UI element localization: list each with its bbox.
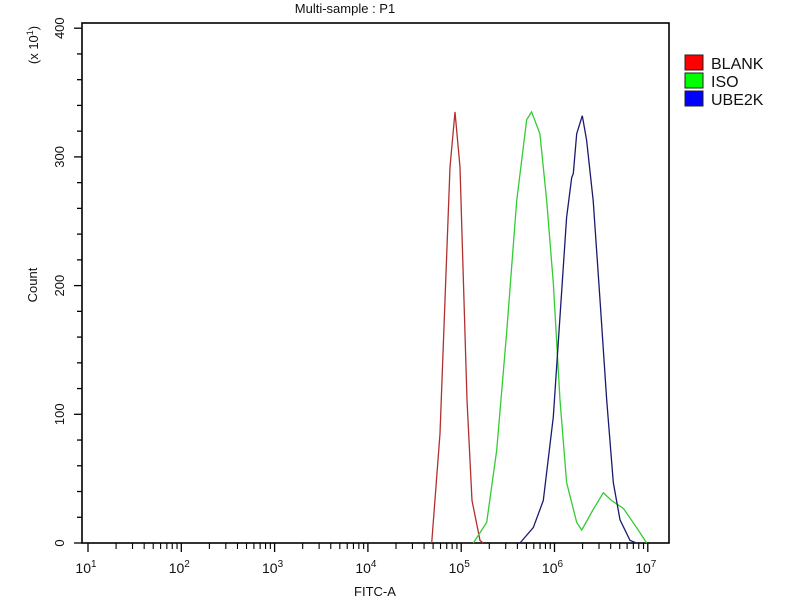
- x-tick-exp: 7: [651, 559, 657, 570]
- legend-swatch-iso: [684, 72, 704, 89]
- x-tick-base: 10: [355, 560, 371, 576]
- x-tick-base: 10: [262, 560, 278, 576]
- x-tick-base: 10: [75, 560, 91, 576]
- series-ube2k-curve: [519, 115, 637, 544]
- y-tick-label: 400: [52, 17, 67, 39]
- y-multiplier-exp: 1: [25, 30, 35, 35]
- x-tick-exp: 6: [558, 559, 564, 570]
- legend-swatch-ube2k: [684, 90, 704, 107]
- svg-text:(x 101): (x 101): [25, 26, 41, 64]
- legend-swatch-blank: [684, 54, 704, 71]
- y-tick-label: 300: [52, 146, 67, 168]
- y-multiplier-text: (x 10: [26, 35, 41, 64]
- y-axis: 0 100 200 300 400: [52, 17, 82, 547]
- x-tick-label: 106: [542, 559, 564, 576]
- x-tick-label: 107: [635, 559, 657, 576]
- x-tick-label: 102: [169, 559, 191, 576]
- x-tick-exp: 2: [184, 559, 190, 570]
- x-tick-exp: 1: [91, 559, 97, 570]
- legend-label-ube2k: UBE2K: [711, 92, 764, 109]
- x-tick-label: 101: [75, 559, 97, 576]
- y-axis-label: Count: [25, 267, 40, 302]
- x-tick-base: 10: [449, 560, 465, 576]
- legend-label-iso: ISO: [711, 74, 739, 91]
- x-tick-base: 10: [542, 560, 558, 576]
- x-tick-label: 103: [262, 559, 284, 576]
- x-tick-label: 105: [449, 559, 471, 576]
- x-tick-label: 104: [355, 559, 377, 576]
- y-tick-label: 0: [52, 539, 67, 546]
- histogram-curves: [431, 110, 648, 544]
- x-tick-exp: 5: [464, 559, 470, 570]
- y-tick-label: 200: [52, 275, 67, 297]
- series-iso-curve: [472, 110, 648, 544]
- x-tick-base: 10: [635, 560, 651, 576]
- x-tick-base: 10: [169, 560, 185, 576]
- x-axis-label: FITC-A: [354, 584, 396, 599]
- x-tick-exp: 4: [371, 559, 377, 570]
- legend-label-blank: BLANK: [711, 56, 764, 73]
- y-multiplier-label: (x 101): [25, 26, 41, 64]
- x-tick-exp: 3: [278, 559, 284, 570]
- chart-title: Multi-sample : P1: [295, 1, 395, 16]
- x-axis: 101 102 103 104 105 106 107: [75, 543, 657, 576]
- plot-frame: [81, 22, 670, 544]
- series-blank-curve: [431, 111, 484, 544]
- y-multiplier-close: ): [26, 26, 41, 30]
- y-tick-label: 100: [52, 403, 67, 425]
